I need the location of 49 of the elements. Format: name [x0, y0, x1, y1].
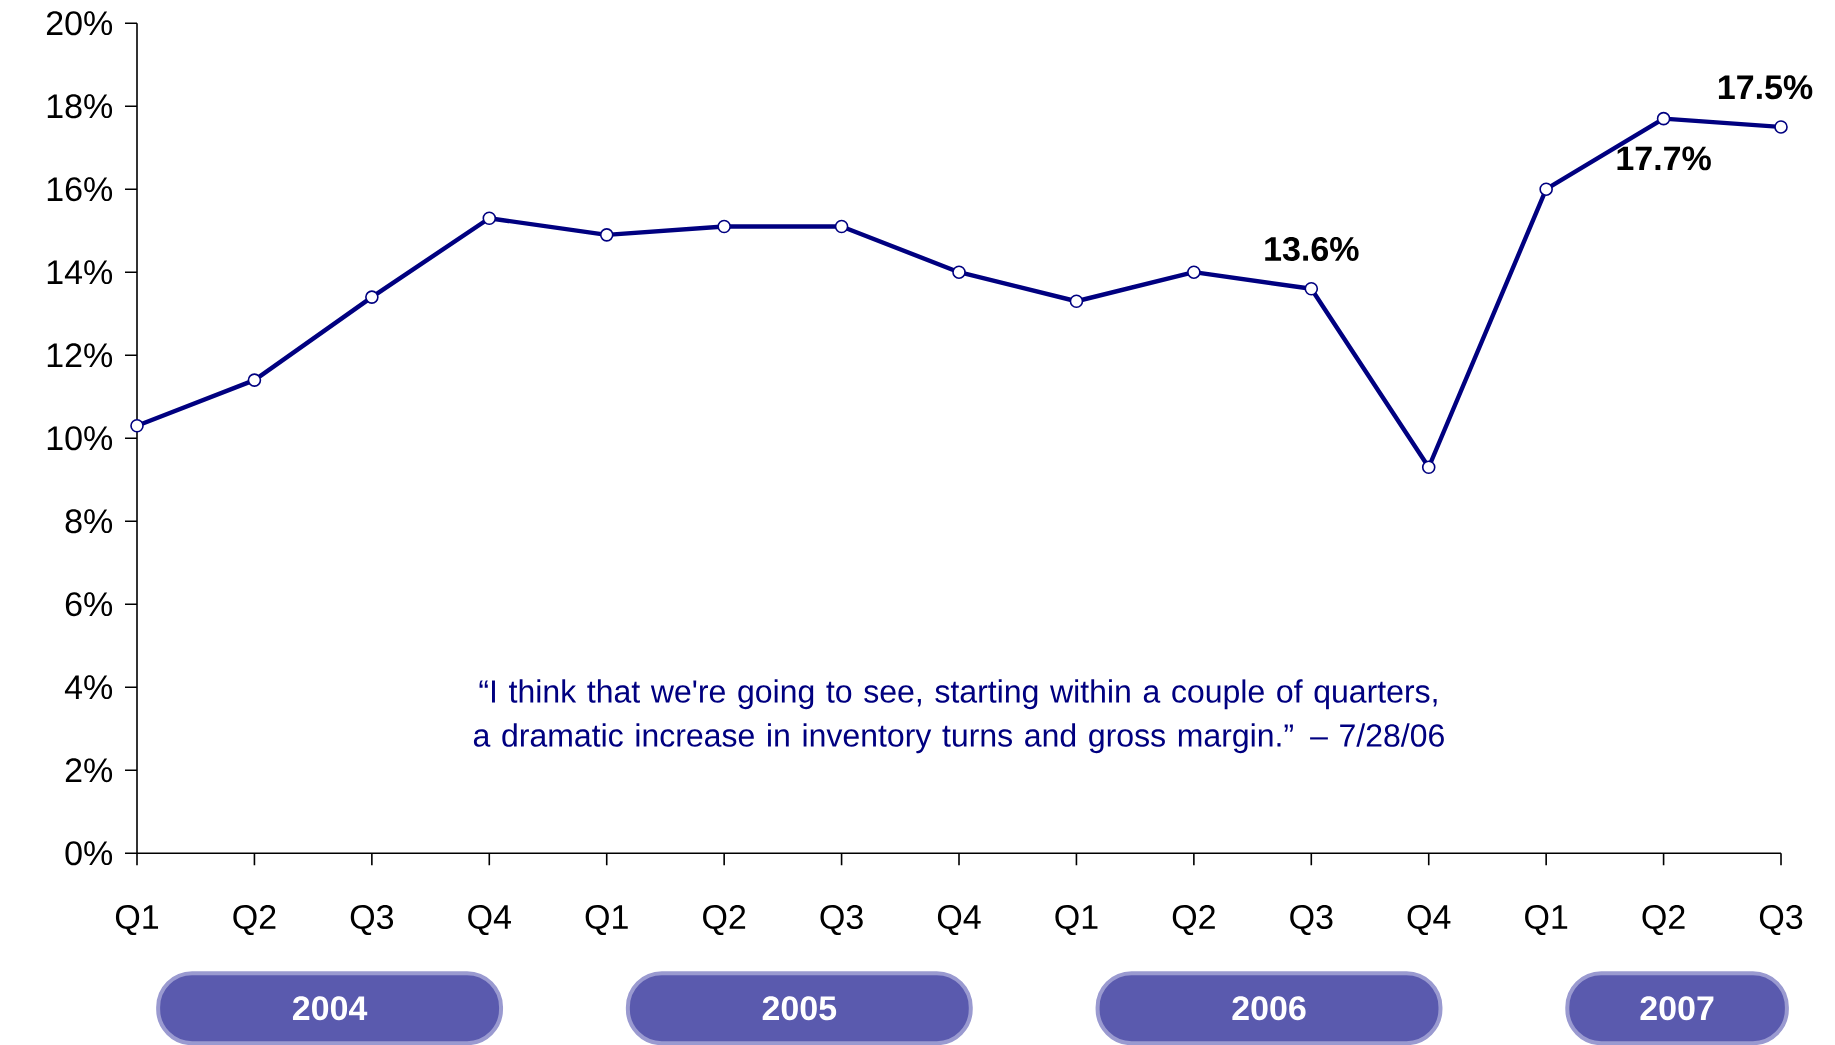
x-tick-label: Q3: [350, 904, 394, 936]
point: [717, 219, 731, 234]
point: [1421, 460, 1436, 475]
x-tick-label: Q2: [233, 904, 276, 936]
x-tick-label: Q2: [703, 904, 746, 936]
y-tick-label: 0%: [65, 841, 113, 866]
x-tick-label: Q1: [115, 904, 159, 936]
point: [247, 373, 262, 387]
y-tick-label: 2%: [65, 758, 113, 783]
annotation: “I think that we're going to see, starting within a couple of quarters, a dramatic increase in inventory turns and gross margin.” – 7/28/06: [473, 679, 1444, 754]
point: [1539, 182, 1553, 196]
point: [1304, 282, 1319, 296]
x-tick-label: Q1: [585, 904, 628, 936]
x-tick-label: Q4: [1407, 904, 1451, 936]
y-tick-label: 12%: [47, 343, 113, 368]
data-label: 17.5%: [1718, 75, 1813, 100]
point: [952, 265, 966, 279]
point: [1069, 294, 1084, 309]
text: 2006: [1232, 996, 1306, 1021]
x-tick-label: Q2: [1172, 904, 1215, 936]
y-tick-label: 20%: [46, 11, 113, 36]
point: [834, 219, 849, 234]
x-tick-label: Q4: [937, 904, 981, 936]
point: [482, 211, 497, 226]
text: 2007: [1640, 996, 1714, 1021]
y-tick-label: 18%: [47, 94, 113, 119]
point: [1187, 265, 1201, 279]
x-tick-label: Q1: [1055, 904, 1098, 936]
y-tick-label: 8%: [65, 509, 113, 534]
text: 2005: [762, 996, 837, 1021]
x-tick-label: Q2: [1642, 904, 1685, 936]
y-tick-label: 10%: [47, 426, 113, 451]
data-label: 17.7%: [1617, 146, 1711, 171]
y-tick-label: 16%: [47, 177, 113, 202]
text: 2004: [292, 996, 368, 1021]
y-tick-label: 4%: [64, 675, 113, 700]
data-label: 13.6%: [1265, 236, 1359, 262]
point: [1656, 111, 1671, 126]
x-tick-label: Q1: [1525, 904, 1568, 936]
x-tick-label: Q3: [1759, 904, 1803, 936]
point: [599, 228, 614, 242]
point: [1774, 120, 1788, 134]
x-tick-label: Q4: [468, 904, 511, 936]
y-tick-label: 6%: [65, 592, 113, 617]
point: [130, 418, 144, 433]
point: [365, 290, 379, 304]
x-tick-label: Q3: [1290, 904, 1333, 936]
y-tick-label: 14%: [47, 260, 113, 285]
x-tick-label: Q3: [820, 904, 863, 936]
